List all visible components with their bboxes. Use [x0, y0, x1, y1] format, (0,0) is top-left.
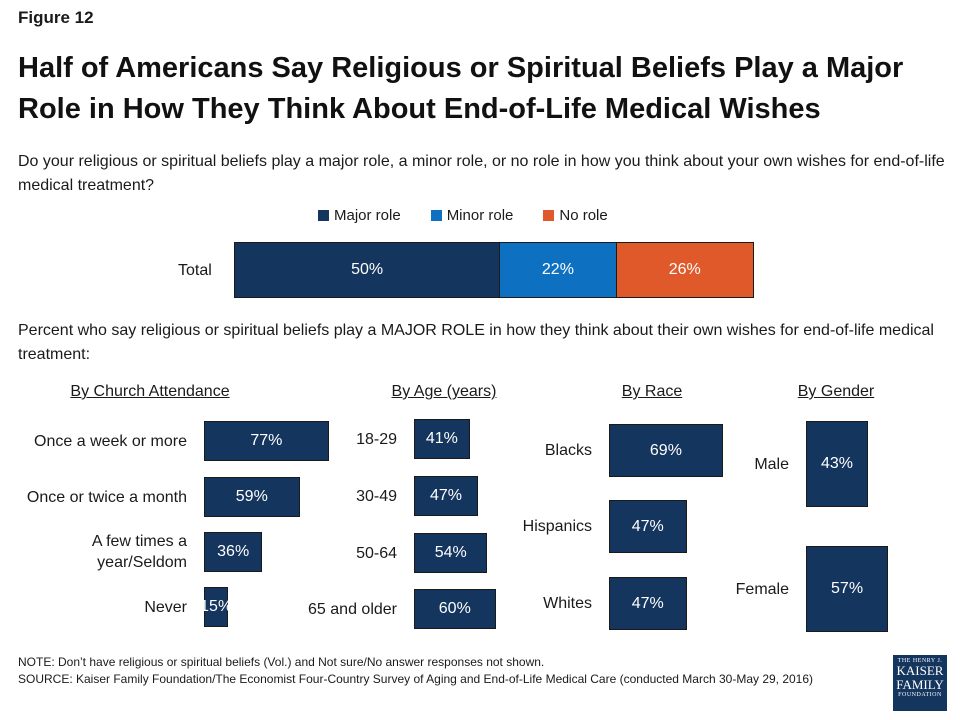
bar-18-29: 41% — [414, 419, 470, 459]
legend-swatch-minor — [430, 210, 442, 221]
bar-whites: 47% — [609, 577, 687, 630]
logo-line-2: KAISER — [896, 663, 944, 678]
total-category-label: Total — [178, 262, 212, 279]
category-label-male: Male — [754, 455, 789, 473]
category-label-30-49: 30-49 — [356, 487, 397, 505]
chart-title: Half of Americans Say Religious or Spiri… — [18, 52, 904, 125]
category-label-hispanics: Hispanics — [522, 518, 592, 535]
group-title-by-gender: By Gender — [797, 383, 875, 400]
bar-50-64: 54% — [414, 533, 488, 573]
total-segment-none: 26% — [615, 243, 753, 297]
category-label-65-and-older: 65 and older — [308, 600, 397, 618]
total-stacked-bar: 50% 22% 26% — [234, 242, 754, 298]
bar-blacks: 69% — [609, 424, 723, 477]
category-label-18-29: 18-29 — [356, 430, 397, 448]
legend-label-major: Major role — [334, 207, 401, 224]
footnote: NOTE: Don’t have religious or spiritual … — [18, 654, 878, 688]
bar-female: 57% — [806, 546, 889, 632]
category-label-blacks: Blacks — [544, 442, 592, 459]
major-role-subquestion: Percent who say religious or spiritual b… — [18, 322, 934, 363]
category-label-female: Female — [735, 580, 789, 598]
group-title-by-church-attendance: By Church Attendance — [70, 383, 230, 400]
bar-30-49: 47% — [414, 476, 478, 516]
legend-item-minor: Minor role — [430, 207, 514, 224]
category-label-whites: Whites — [543, 595, 592, 612]
figure-label: Figure 12 — [18, 8, 94, 27]
category-label-never: Never — [144, 598, 187, 616]
legend-item-none: No role — [543, 207, 608, 224]
logo-line-3: FAMILY — [896, 677, 944, 692]
legend-swatch-major — [318, 210, 329, 221]
bar-65-and-older: 60% — [414, 589, 496, 629]
bar-hispanics: 47% — [609, 500, 687, 553]
survey-question: Do your religious or spiritual beliefs p… — [18, 153, 945, 194]
group-title-by-age-years: By Age (years) — [391, 383, 497, 400]
legend-item-major: Major role — [318, 207, 401, 224]
legend-label-minor: Minor role — [446, 207, 514, 224]
category-label-a-few-times-a-year-seldom: A few times a year/Seldom — [91, 533, 187, 571]
category-label-once-or-twice-a-month: Once or twice a month — [26, 488, 187, 506]
legend-swatch-none — [543, 210, 555, 221]
note-text: NOTE: Don’t have religious or spiritual … — [18, 655, 545, 669]
legend: Major role Minor role No role — [318, 207, 638, 224]
source-text: SOURCE: Kaiser Family Foundation/The Eco… — [18, 672, 814, 686]
bar-once-a-week-or-more: 77% — [204, 421, 329, 461]
bar-male: 43% — [806, 421, 868, 507]
bar-never: 15% — [200, 587, 232, 627]
bar-a-few-times-a-year-seldom: 36% — [204, 532, 263, 572]
group-title-by-race: By Race — [621, 383, 683, 400]
total-segment-major: 50% — [235, 243, 500, 297]
category-label-50-64: 50-64 — [356, 544, 397, 562]
total-segment-minor: 22% — [499, 243, 616, 297]
category-label-once-a-week-or-more: Once a week or more — [34, 432, 187, 450]
logo-line-1: THE HENRY J. — [897, 658, 943, 664]
kff-logo: THE HENRY J. KAISER FAMILY FOUNDATION — [893, 655, 947, 711]
legend-label-none: No role — [559, 207, 608, 224]
logo-line-4: FOUNDATION — [898, 692, 942, 698]
bar-once-or-twice-a-month: 59% — [204, 477, 300, 517]
